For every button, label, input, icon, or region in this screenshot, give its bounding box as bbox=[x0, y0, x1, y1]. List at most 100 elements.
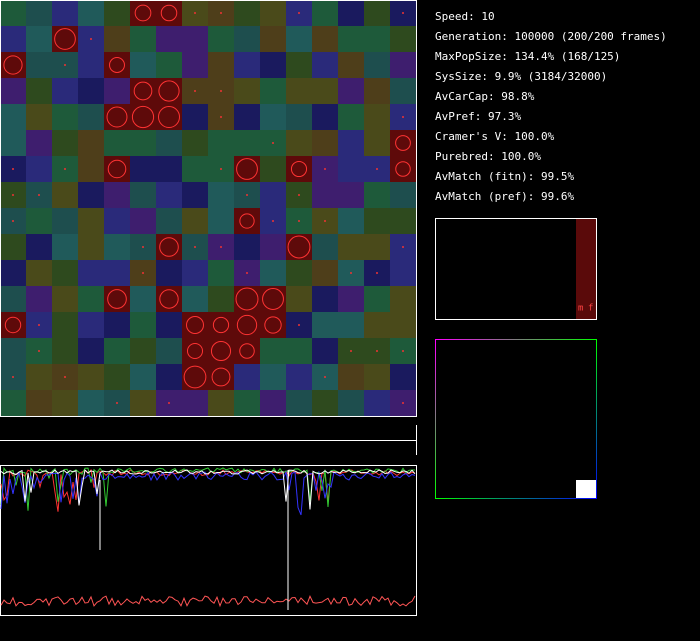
dot bbox=[220, 116, 222, 118]
stat-line: AvPref: 97.3% bbox=[435, 110, 521, 123]
population bbox=[109, 57, 125, 73]
grid-border bbox=[0, 0, 417, 417]
dot bbox=[12, 194, 14, 196]
grid-cell bbox=[0, 312, 26, 338]
grid-cell bbox=[130, 182, 156, 208]
stat-line: AvMatch (pref): 99.6% bbox=[435, 190, 574, 203]
grid-cell bbox=[26, 130, 52, 156]
grid-cell bbox=[52, 182, 78, 208]
grid-cell bbox=[182, 26, 208, 52]
grid-cell bbox=[52, 78, 78, 104]
grid-cell bbox=[312, 0, 338, 26]
dot bbox=[12, 168, 14, 170]
grid-cell bbox=[52, 312, 78, 338]
grid-cell bbox=[0, 26, 26, 52]
population bbox=[395, 135, 411, 151]
population bbox=[239, 213, 255, 229]
grid-cell bbox=[156, 78, 182, 104]
grid-cell bbox=[182, 338, 208, 364]
population bbox=[186, 316, 204, 334]
stat-line: MaxPopSize: 134.4% (168/125) bbox=[435, 50, 620, 63]
grid-cell bbox=[0, 338, 26, 364]
dot bbox=[220, 168, 222, 170]
dot bbox=[350, 272, 352, 274]
grid-cell bbox=[78, 104, 104, 130]
dot bbox=[220, 90, 222, 92]
grid-cell bbox=[182, 286, 208, 312]
dot bbox=[90, 38, 92, 40]
dot bbox=[324, 220, 326, 222]
grid-cell bbox=[78, 338, 104, 364]
grid-cell bbox=[156, 234, 182, 260]
population bbox=[107, 159, 127, 179]
grid-cell bbox=[78, 52, 104, 78]
dot bbox=[38, 350, 40, 352]
grid-cell bbox=[130, 364, 156, 390]
trace bbox=[0, 595, 416, 608]
grid-cell bbox=[130, 156, 156, 182]
grid-cell bbox=[260, 104, 286, 130]
grid-cell bbox=[52, 390, 78, 416]
grid-cell bbox=[156, 0, 182, 26]
grid-cell bbox=[26, 78, 52, 104]
grid-cell bbox=[312, 338, 338, 364]
dot bbox=[246, 272, 248, 274]
dot bbox=[376, 350, 378, 352]
grid-cell bbox=[156, 312, 182, 338]
grid-cell bbox=[364, 364, 390, 390]
grid-cell bbox=[364, 78, 390, 104]
grid-cell bbox=[234, 312, 260, 338]
grid-cell bbox=[52, 104, 78, 130]
grid-cell bbox=[104, 0, 130, 26]
grid-cell bbox=[26, 104, 52, 130]
grid-cell bbox=[156, 260, 182, 286]
dot bbox=[142, 272, 144, 274]
grid-cell bbox=[52, 0, 78, 26]
grid-cell bbox=[234, 52, 260, 78]
dot bbox=[298, 220, 300, 222]
grid-cell bbox=[364, 26, 390, 52]
grid-cell bbox=[390, 78, 416, 104]
dot bbox=[402, 402, 404, 404]
grid-cell bbox=[338, 364, 364, 390]
grid-cell bbox=[182, 182, 208, 208]
population bbox=[160, 4, 178, 22]
stat-line: Speed: 10 bbox=[435, 10, 495, 23]
grid-cell bbox=[208, 260, 234, 286]
dot bbox=[12, 376, 14, 378]
grid-cell bbox=[286, 156, 312, 182]
grid-cell bbox=[182, 364, 208, 390]
dot bbox=[194, 90, 196, 92]
grid-cell bbox=[156, 364, 182, 390]
population bbox=[183, 365, 207, 389]
grid-cell bbox=[286, 260, 312, 286]
grid-cell bbox=[312, 104, 338, 130]
dot bbox=[194, 246, 196, 248]
grid-cell bbox=[78, 260, 104, 286]
grid-cell bbox=[182, 52, 208, 78]
legend-label: f bbox=[588, 304, 593, 314]
population bbox=[264, 316, 282, 334]
grid-cell bbox=[338, 182, 364, 208]
grid-cell bbox=[52, 260, 78, 286]
grid-cell bbox=[52, 234, 78, 260]
grid-cell bbox=[234, 0, 260, 26]
trait-marker bbox=[576, 480, 596, 498]
grid-cell bbox=[260, 182, 286, 208]
grid-cell bbox=[208, 208, 234, 234]
grid-cell bbox=[52, 130, 78, 156]
trace bbox=[0, 469, 416, 510]
grid-cell bbox=[286, 78, 312, 104]
dot bbox=[142, 246, 144, 248]
grid-cell bbox=[364, 182, 390, 208]
grid-cell bbox=[338, 286, 364, 312]
dot bbox=[220, 246, 222, 248]
grid-cell bbox=[364, 104, 390, 130]
grid-cell bbox=[182, 390, 208, 416]
grid-cell bbox=[338, 234, 364, 260]
grid-cell bbox=[312, 78, 338, 104]
grid-cell bbox=[156, 338, 182, 364]
stat-line: Generation: 100000 (200/200 frames) bbox=[435, 30, 667, 43]
